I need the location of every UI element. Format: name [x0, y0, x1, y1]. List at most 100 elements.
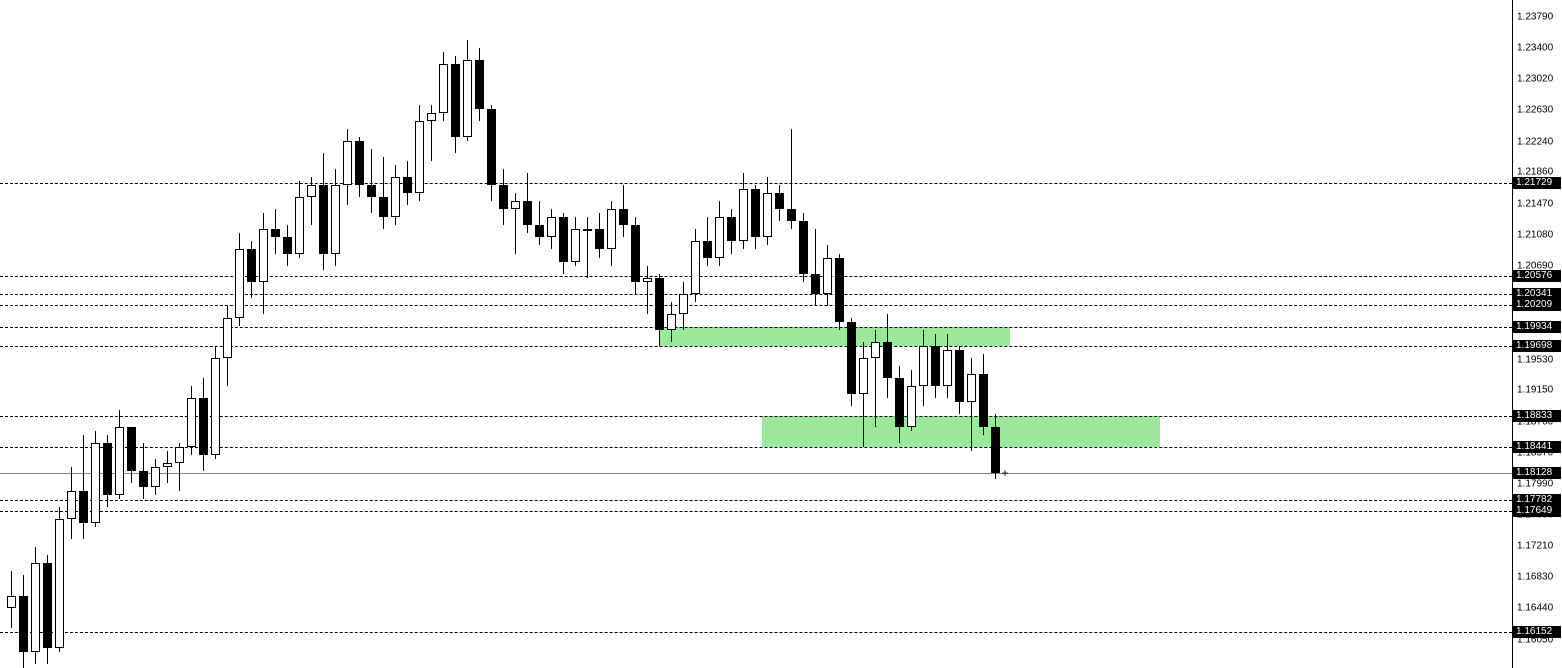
- candle-body: [115, 427, 124, 495]
- candle-wick: [371, 149, 372, 213]
- candle-body: [991, 427, 1000, 473]
- candle-body: [103, 443, 112, 495]
- candle-body: [823, 258, 832, 294]
- candle-body: [319, 185, 328, 253]
- candle-body: [667, 314, 676, 330]
- price-level-flag: 1.20209: [1513, 299, 1561, 311]
- candle-body: [199, 398, 208, 454]
- candle-body: [487, 109, 496, 185]
- axis-tick-label: 1.17990: [1517, 478, 1553, 489]
- axis-tick-label: 1.22240: [1517, 136, 1553, 147]
- candle-body: [871, 342, 880, 358]
- horizontal-level-line: [0, 511, 1512, 512]
- candle-body: [535, 225, 544, 237]
- candle-wick: [83, 435, 84, 540]
- price-level-flag: 1.18441: [1513, 441, 1561, 453]
- candle-body: [847, 322, 856, 394]
- chart-container: + 1.237901.234001.230201.226301.222401.2…: [0, 0, 1562, 668]
- candle-body: [955, 350, 964, 402]
- axis-tick-label: 1.19150: [1517, 385, 1553, 396]
- candle-body: [163, 463, 172, 467]
- candle-body: [895, 378, 904, 426]
- candle-body: [343, 141, 352, 185]
- candle-wick: [383, 157, 384, 229]
- candle-wick: [587, 217, 588, 277]
- candle-body: [523, 201, 532, 225]
- candle-body: [931, 346, 940, 386]
- candle-body: [43, 563, 52, 648]
- candle-body: [67, 491, 76, 519]
- price-level-flag: 1.19934: [1513, 321, 1561, 333]
- candle-body: [223, 318, 232, 358]
- axis-tick-label: 1.16440: [1517, 603, 1553, 614]
- horizontal-level-line: [0, 416, 1512, 417]
- horizontal-level-line: [0, 632, 1512, 633]
- candle-body: [751, 189, 760, 237]
- current-price-line: [0, 473, 1512, 474]
- horizontal-level-line: [0, 500, 1512, 501]
- candle-body: [91, 443, 100, 523]
- candle-body: [7, 596, 16, 609]
- candle-body: [775, 193, 784, 209]
- candle-body: [139, 471, 148, 487]
- horizontal-level-line: [0, 183, 1512, 184]
- horizontal-level-line: [0, 294, 1512, 295]
- candle-body: [967, 374, 976, 402]
- candle-body: [295, 197, 304, 253]
- candle-body: [943, 350, 952, 386]
- candle-body: [451, 64, 460, 136]
- candle-body: [427, 113, 436, 121]
- axis-tick-label: 1.19530: [1517, 354, 1553, 365]
- candle-wick: [971, 358, 972, 451]
- candle-wick: [167, 451, 168, 483]
- candle-body: [619, 209, 628, 225]
- candle-body: [511, 201, 520, 209]
- price-axis: 1.237901.234001.230201.226301.222401.218…: [1513, 0, 1562, 668]
- candle-body: [271, 229, 280, 237]
- candle-body: [595, 229, 604, 249]
- candle-body: [907, 386, 916, 426]
- candle-body: [727, 217, 736, 241]
- candle-body: [571, 229, 580, 261]
- candle-body: [247, 249, 256, 281]
- candle-body: [439, 64, 448, 112]
- candle-body: [79, 491, 88, 523]
- axis-tick-label: 1.23020: [1517, 73, 1553, 84]
- candle-body: [715, 217, 724, 257]
- candle-body: [739, 189, 748, 241]
- candle-body: [811, 274, 820, 294]
- candle-body: [379, 197, 388, 217]
- candle-body: [883, 342, 892, 378]
- candle-wick: [539, 201, 540, 245]
- candle-wick: [815, 229, 816, 305]
- candle-body: [307, 185, 316, 197]
- axis-tick-label: 1.17210: [1517, 541, 1553, 552]
- current-price-flag: 1.18128: [1513, 467, 1561, 479]
- candle-body: [31, 563, 40, 652]
- candle-body: [151, 467, 160, 487]
- candle-body: [979, 374, 988, 426]
- candle-body: [463, 60, 472, 136]
- axis-tick-label: 1.21080: [1517, 230, 1553, 241]
- candle-body: [127, 427, 136, 471]
- price-level-flag: 1.21729: [1513, 177, 1561, 189]
- axis-tick-label: 1.22630: [1517, 105, 1553, 116]
- horizontal-level-line: [0, 276, 1512, 277]
- candle-body: [55, 519, 64, 648]
- plot-area[interactable]: +: [0, 0, 1513, 668]
- price-level-flag: 1.16152: [1513, 626, 1561, 638]
- candle-body: [391, 177, 400, 217]
- candle-body: [235, 249, 244, 317]
- candle-body: [607, 209, 616, 249]
- candle-wick: [647, 266, 648, 314]
- candle-body: [859, 358, 868, 394]
- axis-tick-label: 1.21470: [1517, 198, 1553, 209]
- candle-body: [175, 447, 184, 463]
- candle-body: [703, 241, 712, 257]
- candle-body: [763, 193, 772, 237]
- axis-tick-label: 1.23400: [1517, 43, 1553, 54]
- candle-body: [367, 185, 376, 197]
- candle-body: [211, 358, 220, 455]
- candle-body: [259, 229, 268, 281]
- candle-body: [547, 217, 556, 237]
